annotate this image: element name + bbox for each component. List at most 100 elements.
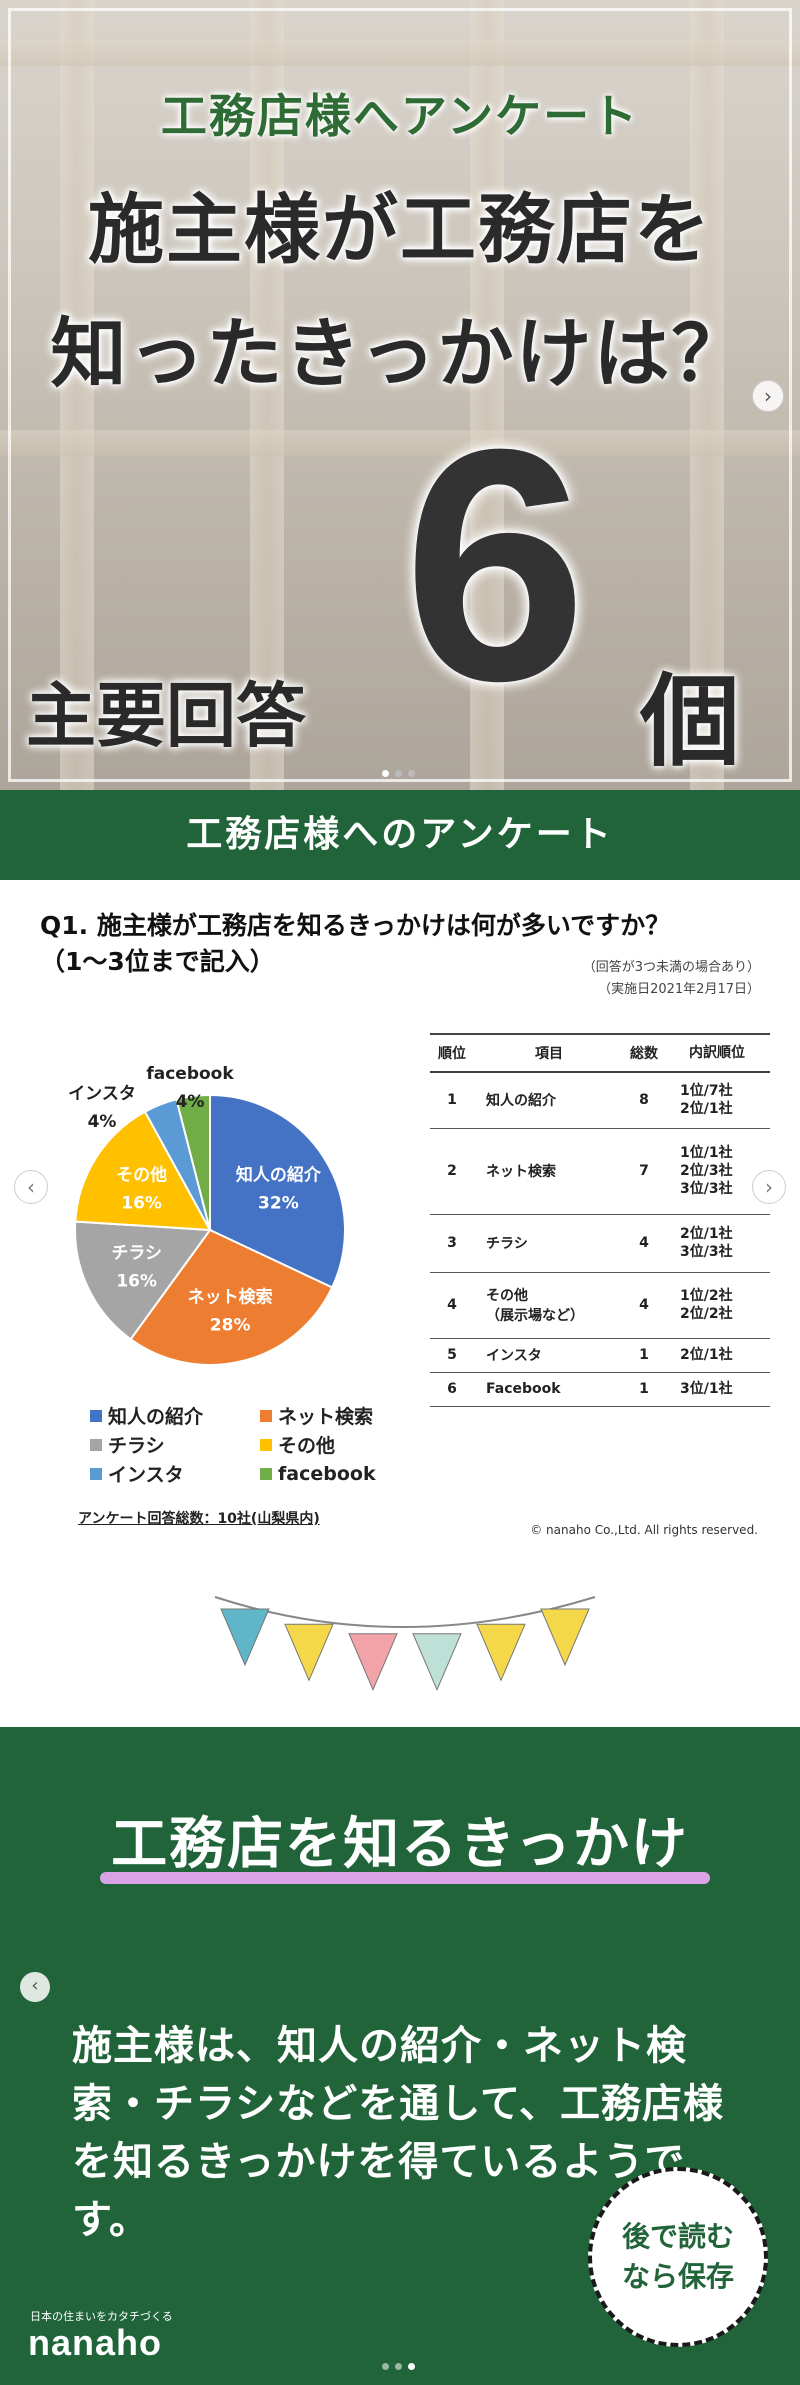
slice-category-label: チラシ <box>111 1243 162 1263</box>
note-line2: （実施日2021年2月17日） <box>598 982 760 997</box>
legend-item: facebook <box>260 1460 420 1487</box>
rank-cell: 5 <box>430 1338 474 1373</box>
detail-line: 2位/3社 <box>680 1163 733 1179</box>
detail-cell: 2位/1社 3位/3社 <box>664 1214 770 1273</box>
pie-slice-flyer <box>74 1220 212 1341</box>
carousel-dot[interactable] <box>395 2363 402 2370</box>
bunting-area <box>0 1587 800 1727</box>
slice-percent-label: 16% <box>116 1271 157 1291</box>
note-line1: （回答が3つ未満の場合あり） <box>582 960 760 975</box>
legend-label: チラシ <box>108 1435 165 1457</box>
photo-overlay <box>0 0 800 790</box>
bunting-decoration <box>214 1596 596 1691</box>
legend-label: ネット検索 <box>278 1406 374 1428</box>
prev-slide-button[interactable]: ‹ <box>20 1972 50 2002</box>
legend-swatch <box>90 1409 102 1422</box>
slice-percent-label: 32% <box>258 1194 299 1214</box>
rank-cell: 1 <box>430 1072 474 1129</box>
item-cell: インスタ <box>474 1338 624 1373</box>
legend-swatch <box>260 1409 272 1422</box>
pie-slice-other <box>74 1110 212 1232</box>
bunting-flag <box>284 1623 334 1682</box>
chevron-left-icon: ‹ <box>31 1975 39 1996</box>
cover-slide: 工務店様へアンケート 施主様が工務店を 知ったきっかけは？ 6 主要回答 個 › <box>0 0 800 790</box>
legend-label: その他 <box>278 1435 336 1457</box>
question-text: Q1. 施主様が工務店を知るきっかけは何が多いですか？ （1〜3位まで記入） <box>40 908 670 980</box>
legend-item: その他 <box>260 1431 420 1458</box>
save-later-badge: 後で読む なら保存 <box>588 2167 768 2347</box>
legend-item: チラシ <box>90 1431 250 1458</box>
slice-percent-label: 16% <box>121 1194 162 1214</box>
table-row: 4 その他 （展示場など） 4 1位/2社 2位/2社 <box>430 1272 770 1339</box>
pie-chart: 知人の紹介 32% ネット検索 28% チラシ 16% その他 16% インスタ 4% facebo… <box>30 1035 430 1366</box>
table-row: 2 ネット検索 7 1位/1社 2位/3社 3位/3社 <box>430 1128 770 1215</box>
total-cell: 1 <box>624 1372 664 1407</box>
pie-slice-referral <box>209 1093 346 1289</box>
detail-cell: 3位/1社 <box>664 1372 770 1407</box>
item-cell: その他 （展示場など） <box>474 1272 624 1339</box>
total-cell: 7 <box>624 1128 664 1215</box>
total-cell: 8 <box>624 1072 664 1129</box>
detail-cell: 2位/1社 <box>664 1338 770 1373</box>
rank-cell: 3 <box>430 1214 474 1273</box>
pie-slice-facebook <box>175 1093 211 1231</box>
table-row: 6 Facebook 1 3位/1社 <box>430 1372 770 1407</box>
detail-line: 3位/1社 <box>680 1381 733 1397</box>
slice-category-label: インスタ <box>68 1084 136 1104</box>
header-item: 項目 <box>474 1033 624 1073</box>
item-cell: Facebook <box>474 1372 624 1407</box>
pie-slice-web-search <box>129 1228 334 1366</box>
summary-body: 施主様は、知人の紹介・ネット検索・チラシなどを通して、工務店様を知るきっかけを得… <box>72 2023 724 2243</box>
carousel-dot[interactable] <box>408 2363 415 2370</box>
bunting-flag <box>220 1608 270 1667</box>
detail-cell: 1位/2社 2位/2社 <box>664 1272 770 1339</box>
wood-beam <box>0 40 800 66</box>
carousel-dot[interactable] <box>408 770 415 777</box>
chevron-right-icon: › <box>765 1175 773 1199</box>
next-slide-button[interactable]: › <box>752 1170 786 1204</box>
carousel-dots <box>382 770 415 777</box>
detail-line: 1位/1社 <box>680 1145 733 1161</box>
chart-legend: 知人の紹介 ネット検索 チラシ その他 インスタ facebook <box>90 1402 420 1487</box>
cover-title-line1: 施主様が工務店を <box>88 185 712 274</box>
legend-swatch <box>90 1438 102 1451</box>
carousel-dot[interactable] <box>382 770 389 777</box>
slice-percent-label: 4% <box>88 1112 117 1132</box>
rank-cell: 6 <box>430 1372 474 1407</box>
carousel-dots <box>382 2363 415 2370</box>
table-row: 3 チラシ 4 2位/1社 3位/3社 <box>430 1214 770 1273</box>
total-cell: 1 <box>624 1338 664 1373</box>
carousel-dot[interactable] <box>395 770 402 777</box>
bunting-flag <box>476 1623 526 1682</box>
cover-title-line2: 知ったきっかけは？ <box>50 309 750 398</box>
brand-tagline: 日本の住まいをカタチづくる <box>30 2310 173 2323</box>
badge-line1: 後で読む <box>621 2220 734 2253</box>
legend-swatch <box>260 1467 272 1480</box>
legend-item: インスタ <box>90 1460 250 1487</box>
detail-line: 2位/1社 <box>680 1226 733 1242</box>
rank-cell: 4 <box>430 1272 474 1339</box>
ranking-table: 順位 項目 総数 内訳順位 1 知人の紹介 8 1位/7社 2位/1社 2 ネット検索 7 1位… <box>430 1033 770 1407</box>
copyright-text: © nanaho Co.,Ltd. All rights reserved. <box>530 1523 758 1537</box>
detail-cell: 1位/1社 2位/3社 3位/3社 <box>664 1128 770 1215</box>
legend-swatch <box>90 1467 102 1480</box>
answer-count-number: 6 <box>403 380 587 749</box>
detail-line: 3位/3社 <box>680 1181 733 1197</box>
survey-result-slide: 工務店様へのアンケート Q1. 施主様が工務店を知るきっかけは何が多いですか？ … <box>0 790 800 1587</box>
wood-beam <box>0 430 800 456</box>
legend-label: インスタ <box>108 1464 184 1486</box>
white-frame <box>8 8 792 782</box>
prev-slide-button[interactable]: ‹ <box>14 1170 48 1204</box>
carousel-dot[interactable] <box>382 2363 389 2370</box>
table-row: 5 インスタ 1 2位/1社 <box>430 1338 770 1373</box>
wood-post <box>60 0 94 790</box>
summary-title: 工務店を知るきっかけ <box>111 1812 689 1877</box>
next-slide-button[interactable]: › <box>752 380 784 412</box>
header-rank: 順位 <box>430 1033 474 1073</box>
legend-swatch <box>260 1438 272 1451</box>
chevron-right-icon: › <box>764 384 772 408</box>
question-line1: Q1. 施主様が工務店を知るきっかけは何が多いですか？ <box>40 911 671 940</box>
survey-total: アンケート回答総数：10社(山梨県内) <box>78 1511 320 1527</box>
detail-line: 1位/7社 <box>680 1083 733 1100</box>
item-cell: ネット検索 <box>474 1128 624 1215</box>
